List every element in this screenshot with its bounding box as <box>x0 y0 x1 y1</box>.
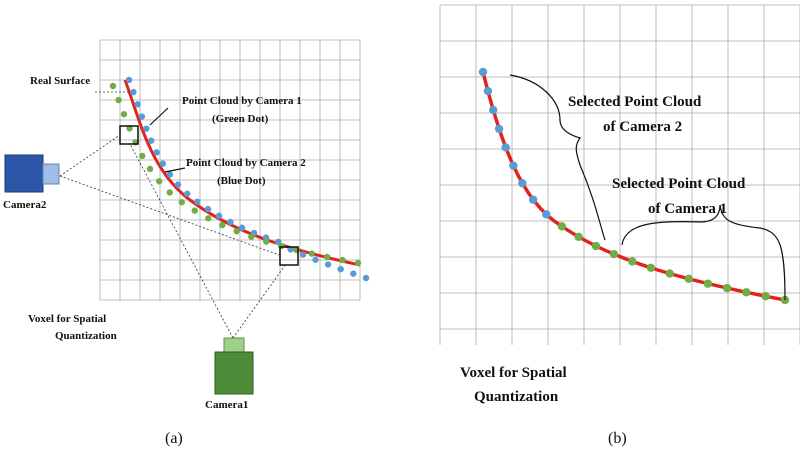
point <box>130 88 137 96</box>
camera-rays <box>59 91 287 339</box>
point <box>350 270 357 277</box>
label: Point Cloud by Camera 1 <box>182 95 302 107</box>
point <box>146 165 154 173</box>
label: Quantization <box>55 330 117 342</box>
point <box>109 82 117 90</box>
point <box>574 232 583 241</box>
label: Camera2 <box>3 199 47 211</box>
point <box>248 233 255 240</box>
camera-2-icon <box>4 154 60 193</box>
label: Quantization <box>474 389 559 405</box>
point <box>139 152 146 160</box>
label: Real Surface <box>30 75 90 87</box>
label: (Green Dot) <box>212 113 269 125</box>
point <box>609 249 619 259</box>
point <box>134 101 141 108</box>
point <box>489 105 498 115</box>
label: of Camera 1 <box>648 201 727 217</box>
point <box>722 283 732 293</box>
point <box>494 124 504 134</box>
point <box>628 257 637 266</box>
point <box>183 190 191 197</box>
label: Selected Point Cloud <box>612 176 746 192</box>
pointer <box>149 107 169 126</box>
point <box>354 259 362 267</box>
point <box>138 113 146 120</box>
point <box>761 292 770 301</box>
point <box>143 125 150 132</box>
point <box>120 111 128 118</box>
point <box>215 212 223 220</box>
point <box>308 250 315 257</box>
point <box>125 76 133 84</box>
point <box>153 149 160 156</box>
point <box>501 143 510 152</box>
label: Camera1 <box>205 399 248 411</box>
point <box>227 218 234 226</box>
voxel <box>279 246 299 266</box>
point <box>178 198 185 206</box>
point <box>703 279 713 288</box>
point <box>155 178 163 185</box>
point <box>174 181 182 188</box>
pointer <box>164 167 186 173</box>
point <box>263 238 270 245</box>
label: Voxel for Spatial <box>460 365 567 381</box>
panel-label: (b) <box>608 430 627 447</box>
label: (Blue Dot) <box>217 175 266 187</box>
point <box>337 265 344 273</box>
point-cloud <box>109 76 370 282</box>
label: Selected Point Cloud <box>568 94 702 110</box>
point <box>147 137 155 144</box>
point <box>339 256 346 264</box>
point <box>191 207 198 214</box>
point <box>194 198 201 205</box>
point <box>115 96 122 104</box>
point <box>591 241 601 251</box>
point-cloud <box>478 67 790 305</box>
brace <box>621 204 786 301</box>
point <box>542 210 551 219</box>
point <box>742 288 751 297</box>
point <box>684 274 693 284</box>
label: of Camera 2 <box>603 119 682 135</box>
point <box>665 269 674 278</box>
panel-label: (a) <box>165 430 183 447</box>
point <box>528 195 538 204</box>
point <box>323 253 331 261</box>
point <box>205 215 212 222</box>
point <box>299 251 307 258</box>
point <box>509 161 518 170</box>
point <box>557 222 567 231</box>
point <box>478 67 488 77</box>
point <box>362 274 370 282</box>
point <box>238 224 246 231</box>
point <box>278 242 285 250</box>
point <box>324 261 332 268</box>
point <box>204 205 212 213</box>
label: Voxel for Spatial <box>28 313 106 325</box>
voxel-grid <box>99 39 361 301</box>
point <box>159 160 167 167</box>
point <box>166 171 174 178</box>
point <box>219 221 226 229</box>
point <box>287 246 294 253</box>
brace <box>509 74 606 241</box>
point <box>312 256 319 263</box>
voxel-grid <box>439 4 800 345</box>
point <box>646 263 656 273</box>
point <box>518 178 527 188</box>
point <box>483 86 493 96</box>
label: Point Cloud by Camera 2 <box>186 157 306 169</box>
point <box>166 189 173 196</box>
point <box>233 228 240 235</box>
camera-1-icon <box>214 337 254 395</box>
